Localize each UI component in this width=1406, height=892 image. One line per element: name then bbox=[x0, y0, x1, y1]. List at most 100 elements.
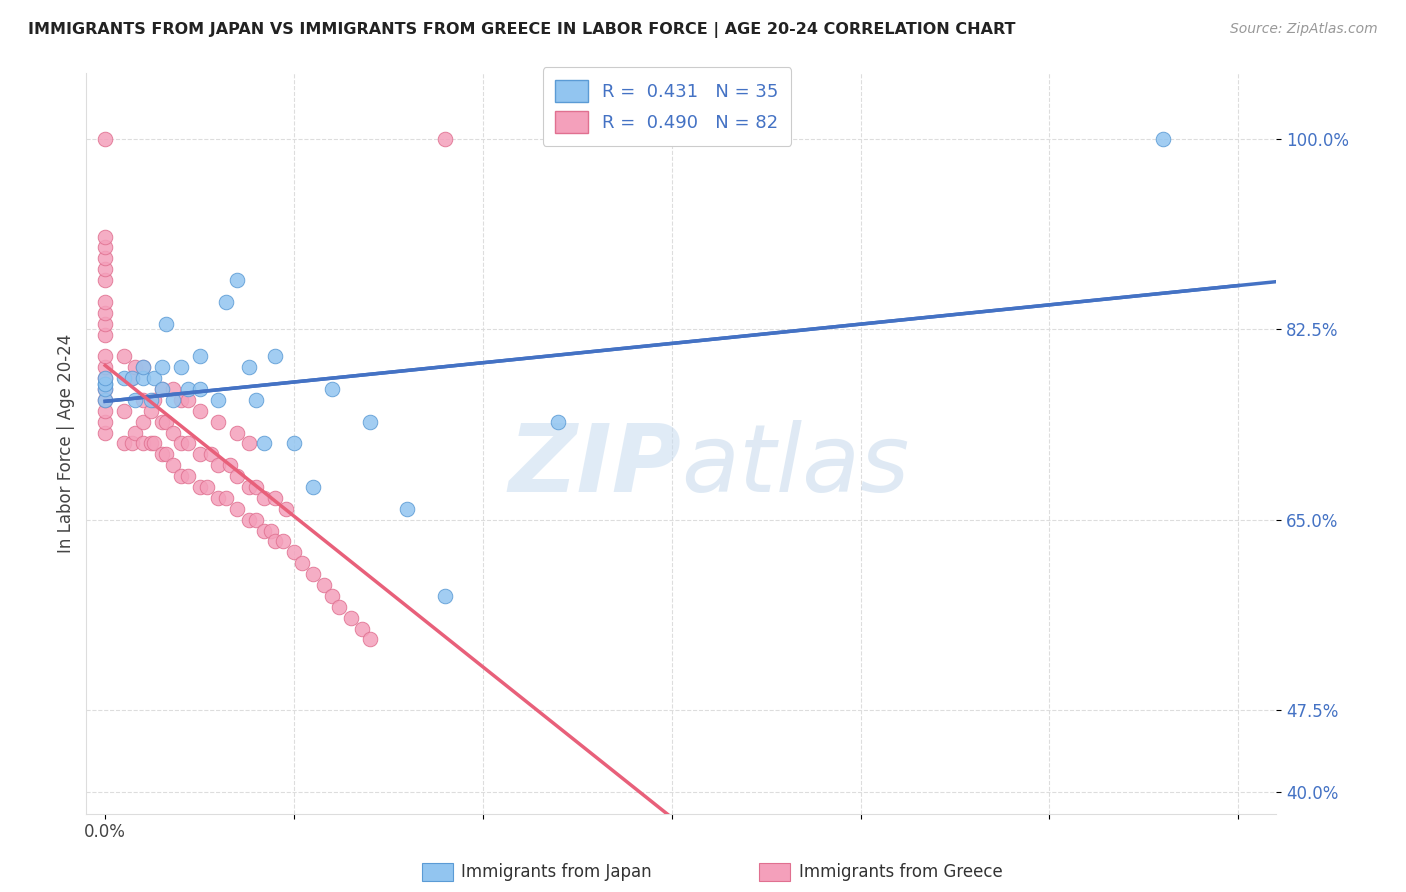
Point bbox=[359, 415, 381, 429]
Point bbox=[132, 360, 155, 375]
Point bbox=[195, 480, 218, 494]
Point bbox=[215, 294, 238, 309]
Point bbox=[94, 229, 117, 244]
Point bbox=[314, 578, 336, 592]
Text: IMMIGRANTS FROM JAPAN VS IMMIGRANTS FROM GREECE IN LABOR FORCE | AGE 20-24 CORRE: IMMIGRANTS FROM JAPAN VS IMMIGRANTS FROM… bbox=[28, 22, 1015, 38]
Point bbox=[238, 480, 260, 494]
Point bbox=[94, 327, 117, 342]
Point bbox=[124, 392, 146, 407]
Point bbox=[170, 360, 193, 375]
Point bbox=[283, 545, 305, 559]
Point bbox=[139, 392, 162, 407]
Point bbox=[264, 491, 287, 505]
Point bbox=[350, 622, 373, 636]
Point bbox=[121, 371, 143, 385]
Point bbox=[94, 376, 117, 391]
Point bbox=[162, 392, 184, 407]
Point bbox=[170, 469, 193, 483]
Point bbox=[94, 131, 117, 145]
Point bbox=[94, 382, 117, 396]
Point bbox=[547, 415, 569, 429]
Point bbox=[124, 360, 146, 375]
Point bbox=[150, 415, 173, 429]
Point bbox=[94, 392, 117, 407]
Point bbox=[94, 392, 117, 407]
Point bbox=[150, 382, 173, 396]
Point bbox=[124, 425, 146, 440]
Point bbox=[245, 513, 267, 527]
Y-axis label: In Labor Force | Age 20-24: In Labor Force | Age 20-24 bbox=[58, 334, 75, 553]
Point bbox=[238, 513, 260, 527]
Point bbox=[207, 491, 229, 505]
Point bbox=[207, 392, 229, 407]
Point bbox=[150, 360, 173, 375]
Point bbox=[155, 447, 177, 461]
Point bbox=[321, 589, 343, 603]
Point bbox=[112, 371, 135, 385]
Point bbox=[200, 447, 222, 461]
Point bbox=[94, 240, 117, 254]
Point bbox=[155, 317, 177, 331]
Point bbox=[150, 447, 173, 461]
Point bbox=[177, 436, 200, 450]
Point bbox=[264, 349, 287, 363]
Point bbox=[188, 447, 211, 461]
Point bbox=[121, 436, 143, 450]
Point bbox=[291, 556, 314, 570]
Point bbox=[226, 501, 249, 516]
Point bbox=[94, 349, 117, 363]
Point bbox=[112, 436, 135, 450]
Point bbox=[162, 458, 184, 473]
Point bbox=[132, 436, 155, 450]
Point bbox=[94, 317, 117, 331]
Point bbox=[94, 252, 117, 266]
Point bbox=[245, 392, 267, 407]
Point bbox=[139, 403, 162, 417]
Point bbox=[177, 392, 200, 407]
Point bbox=[188, 382, 211, 396]
Point bbox=[188, 403, 211, 417]
Point bbox=[260, 524, 283, 538]
Point bbox=[238, 360, 260, 375]
Text: Immigrants from Greece: Immigrants from Greece bbox=[799, 863, 1002, 881]
Point bbox=[264, 534, 287, 549]
Point bbox=[143, 371, 166, 385]
Point bbox=[207, 415, 229, 429]
Point bbox=[94, 262, 117, 277]
Point bbox=[162, 425, 184, 440]
Point bbox=[143, 436, 166, 450]
Point bbox=[177, 382, 200, 396]
Point bbox=[132, 415, 155, 429]
Point bbox=[94, 415, 117, 429]
Point bbox=[94, 382, 117, 396]
Point bbox=[188, 480, 211, 494]
Point bbox=[226, 273, 249, 287]
Text: atlas: atlas bbox=[681, 420, 910, 511]
Point bbox=[177, 469, 200, 483]
Point bbox=[112, 349, 135, 363]
Point bbox=[94, 371, 117, 385]
Point bbox=[170, 392, 193, 407]
Point bbox=[434, 589, 457, 603]
Point bbox=[94, 376, 117, 391]
Point bbox=[121, 371, 143, 385]
Point bbox=[188, 349, 211, 363]
Point bbox=[339, 610, 361, 624]
Point bbox=[143, 392, 166, 407]
Point bbox=[396, 501, 419, 516]
Legend: R =  0.431   N = 35, R =  0.490   N = 82: R = 0.431 N = 35, R = 0.490 N = 82 bbox=[543, 68, 792, 145]
Point bbox=[321, 382, 343, 396]
Point bbox=[94, 306, 117, 320]
Point bbox=[150, 382, 173, 396]
Point bbox=[132, 360, 155, 375]
Point bbox=[162, 382, 184, 396]
Point bbox=[94, 294, 117, 309]
Point bbox=[94, 425, 117, 440]
Point bbox=[245, 480, 267, 494]
Point bbox=[215, 491, 238, 505]
Point bbox=[253, 491, 276, 505]
Point bbox=[112, 403, 135, 417]
Point bbox=[302, 480, 325, 494]
Point bbox=[94, 273, 117, 287]
Point bbox=[226, 469, 249, 483]
